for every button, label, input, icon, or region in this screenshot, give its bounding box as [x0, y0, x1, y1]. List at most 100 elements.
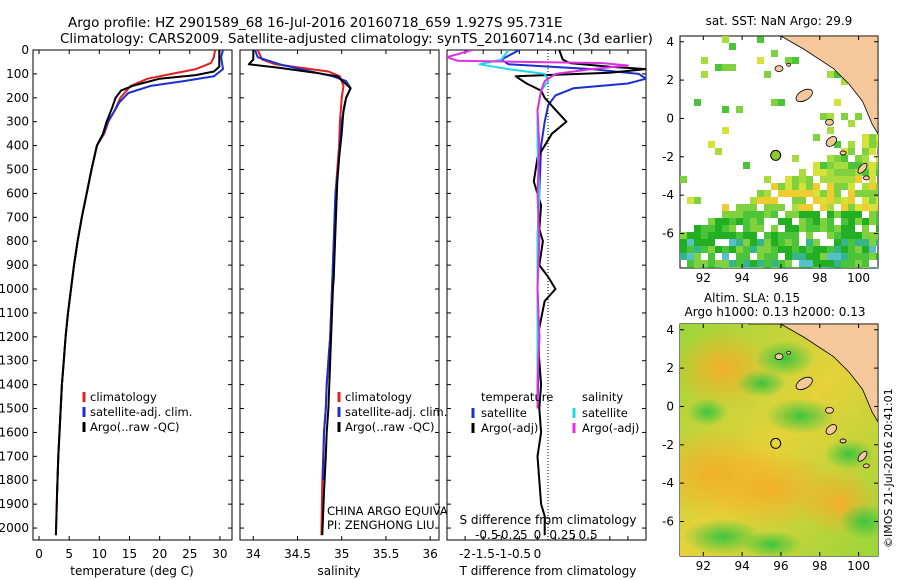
sst-cell [869, 148, 876, 155]
difference-plot-frame [446, 49, 647, 541]
sst-cell [820, 260, 827, 267]
sst-cell [708, 253, 715, 260]
sst-cell [736, 211, 743, 218]
salinity-xlabel: salinity [317, 564, 360, 578]
sst-cell [862, 190, 869, 197]
sst-cell [792, 253, 799, 260]
sst-cell [701, 260, 708, 267]
lon-tick-label: 96 [773, 271, 788, 285]
sst-cell [827, 204, 834, 211]
sst-cell [799, 246, 806, 253]
sst-cell [841, 218, 848, 225]
s-difference-tick-label: 0.5 [579, 528, 598, 542]
x-tick-label: -0.5 [508, 547, 531, 561]
sst-cell [848, 225, 855, 232]
sst-cell [771, 232, 778, 239]
x-tick-label: 15 [122, 547, 137, 561]
sst-cell [701, 71, 708, 78]
lat-tick-label: 4 [666, 35, 674, 49]
float-pi-annotation: PI: ZENGHONG LIU [327, 518, 435, 532]
sst-cell [687, 197, 694, 204]
sst-cell [820, 190, 827, 197]
s-difference-xlabel: S difference from climatology [460, 513, 637, 527]
sst-cell [827, 71, 834, 78]
sst-cell [764, 253, 771, 260]
series-line-salinity-argo-adj- [447, 50, 629, 409]
sst-cell [680, 253, 687, 260]
sst-cell [757, 190, 764, 197]
sst-cell [729, 239, 736, 246]
sst-cell [813, 183, 820, 190]
island [774, 353, 784, 360]
sst-cell [792, 183, 799, 190]
sst-cell [834, 260, 841, 267]
sst-cell [785, 183, 792, 190]
legend-title-salinity: salinity [582, 390, 623, 404]
sst-cell [715, 246, 722, 253]
x-tick-label: 20 [152, 547, 167, 561]
sst-cell [848, 239, 855, 246]
x-tick-label: 0 [534, 547, 542, 561]
sst-cell [876, 155, 878, 162]
sst-cell [792, 197, 799, 204]
sst-cell [834, 169, 841, 176]
island [795, 376, 813, 391]
island [857, 162, 868, 174]
sst-cell [834, 176, 841, 183]
depth-tick-label: 1000 [0, 282, 29, 296]
sst-cell [764, 211, 771, 218]
legend-label: Argo(..raw -QC) [90, 420, 180, 434]
sla-map-panel: Altim. SLA: 0.15 Argo h1000: 0.13 h2000:… [662, 291, 879, 573]
sst-cell [848, 141, 855, 148]
sst-cell [701, 232, 708, 239]
sst-cell [778, 99, 785, 106]
sst-cell [806, 267, 813, 268]
sst-cell [813, 190, 820, 197]
sst-cell [855, 113, 862, 120]
sst-cell [862, 253, 869, 260]
series-line-temperature-argo-adj- [514, 50, 646, 536]
sst-cell [841, 211, 848, 218]
sst-cell [827, 232, 834, 239]
sst-cell [799, 253, 806, 260]
sst-cell [736, 232, 743, 239]
sst-cell [834, 71, 841, 78]
sst-cell [862, 204, 869, 211]
sst-cell [764, 71, 771, 78]
sst-cell [820, 204, 827, 211]
sst-cell [827, 253, 834, 260]
sst-cell [876, 134, 878, 141]
sst-cell [771, 246, 778, 253]
sst-cell [855, 246, 862, 253]
x-tick-label: -1.5 [471, 547, 494, 561]
series-line-argo-raw-qc- [54, 50, 221, 536]
sst-cell [848, 183, 855, 190]
x-tick-label: -2 [459, 547, 471, 561]
sst-cell [687, 239, 694, 246]
sst-cell [841, 204, 848, 211]
sst-cell [876, 232, 878, 239]
sst-cell [750, 239, 757, 246]
depth-tick-label: 1200 [0, 330, 29, 344]
sst-cell [806, 253, 813, 260]
sst-map-panel: sat. SST: NaN Argo: 29.9 92 94 96 98 100 4 2 0 -… [662, 14, 879, 285]
sst-cell [778, 218, 785, 225]
sst-cell [876, 225, 878, 232]
x-tick-label: 34 [246, 547, 261, 561]
title-line2: Climatology: CARS2009. Satellite-adjuste… [60, 31, 653, 47]
sst-cell [715, 148, 722, 155]
island [786, 62, 792, 67]
lat-tick-label: 2 [666, 73, 674, 87]
depth-tick-label: 300 [6, 115, 29, 129]
sst-cell [862, 183, 869, 190]
sst-cell [806, 232, 813, 239]
lon-tick-label: 92 [696, 559, 711, 573]
lat-tick-label: 0 [666, 111, 674, 125]
sst-cell [708, 239, 715, 246]
legend-label: Argo(-adj) [582, 421, 639, 435]
sst-cell [722, 36, 729, 43]
sst-cell [827, 155, 834, 162]
sst-cell [869, 253, 876, 260]
sst-cell [771, 253, 778, 260]
